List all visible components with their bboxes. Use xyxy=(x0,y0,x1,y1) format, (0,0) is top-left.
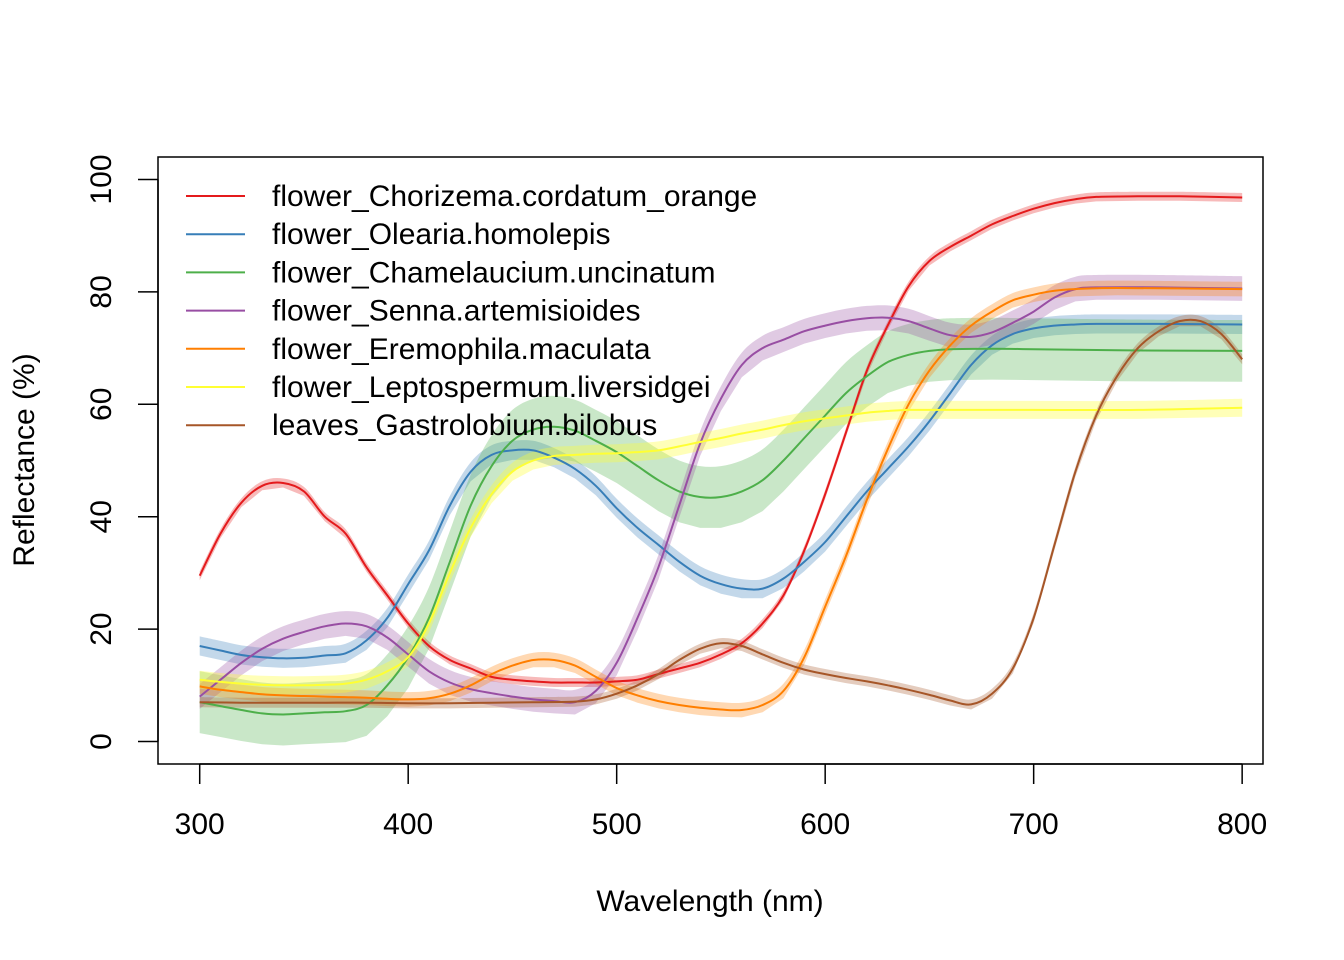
y-axis-label: Reflectance (%) xyxy=(8,353,41,566)
legend-item: flower_Olearia.homolepis xyxy=(186,218,611,251)
y-tick-label: 60 xyxy=(85,388,118,421)
legend-label: flower_Leptospermum.liversidgei xyxy=(272,371,711,404)
x-tick-label: 800 xyxy=(1217,808,1267,841)
legend-label: flower_Chorizema.cordatum_orange xyxy=(272,180,757,213)
legend-item: leaves_Gastrolobium.bilobus xyxy=(186,409,657,442)
legend-item: flower_Leptospermum.liversidgei xyxy=(186,371,711,404)
legend-item: flower_Eremophila.maculata xyxy=(186,333,651,366)
series-line-5 xyxy=(199,406,1243,687)
y-axis: 0 20 40 60 80 100 xyxy=(85,154,159,750)
series-line-4 xyxy=(199,286,1243,712)
legend: flower_Chorizema.cordatum_orange flower_O… xyxy=(186,180,757,442)
x-tick-label: 700 xyxy=(1009,808,1059,841)
series-line-3 xyxy=(199,286,1243,704)
legend-item: flower_Senna.artemisioides xyxy=(186,295,641,328)
x-tick-label: 500 xyxy=(592,808,642,841)
series-line-0 xyxy=(198,195,1243,684)
y-tick-label: 0 xyxy=(85,733,118,750)
y-tick-label: 20 xyxy=(85,612,118,645)
legend-item: flower_Chorizema.cordatum_orange xyxy=(186,180,757,213)
y-tick-label: 80 xyxy=(85,275,118,308)
series-line-2 xyxy=(199,347,1243,716)
x-tick-label: 600 xyxy=(800,808,850,841)
lines-layer xyxy=(198,195,1243,716)
legend-label: leaves_Gastrolobium.bilobus xyxy=(272,409,657,442)
y-tick-label: 40 xyxy=(85,500,118,533)
x-axis-label: Wavelength (nm) xyxy=(596,885,823,918)
x-tick-label: 400 xyxy=(383,808,433,841)
x-axis: 300 400 500 600 700 800 xyxy=(175,763,1267,841)
legend-label: flower_Chamelaucium.uncinatum xyxy=(272,256,716,289)
x-tick-label: 300 xyxy=(175,808,225,841)
legend-label: flower_Senna.artemisioides xyxy=(272,295,641,328)
legend-label: flower_Eremophila.maculata xyxy=(272,333,651,366)
y-tick-label: 100 xyxy=(85,154,118,204)
series-line-6 xyxy=(199,318,1243,706)
legend-label: flower_Olearia.homolepis xyxy=(272,218,611,251)
series-line-1 xyxy=(199,322,1243,660)
legend-item: flower_Chamelaucium.uncinatum xyxy=(186,256,716,289)
